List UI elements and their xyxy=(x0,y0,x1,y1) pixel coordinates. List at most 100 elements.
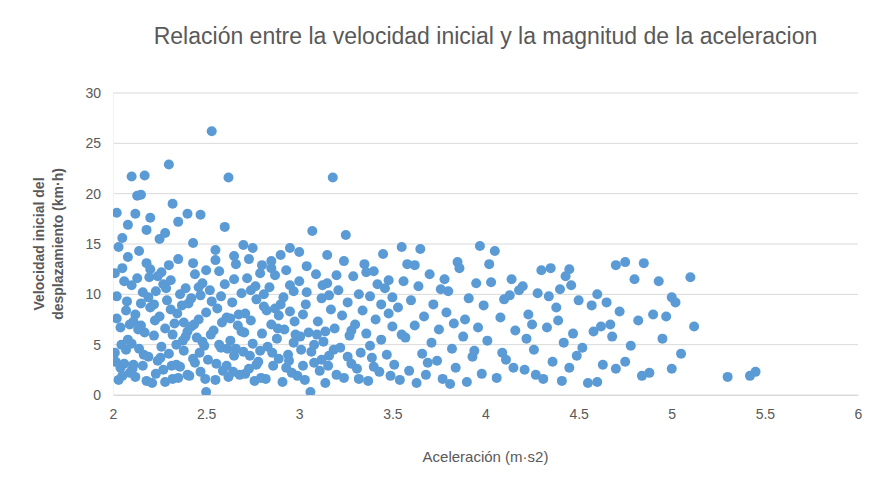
point xyxy=(626,341,636,351)
point xyxy=(125,320,135,330)
point xyxy=(234,309,244,319)
point xyxy=(667,364,677,374)
point xyxy=(113,357,121,367)
tick-label: 10 xyxy=(85,286,101,302)
point xyxy=(302,287,312,297)
point xyxy=(358,305,368,315)
point xyxy=(190,269,200,279)
point xyxy=(220,222,230,232)
point xyxy=(382,350,392,360)
point xyxy=(298,309,308,319)
point xyxy=(376,335,386,345)
point xyxy=(267,348,277,358)
point xyxy=(440,274,450,284)
point xyxy=(197,337,207,347)
point xyxy=(458,332,468,342)
point xyxy=(237,288,247,298)
point xyxy=(395,375,405,385)
point xyxy=(602,297,612,307)
point xyxy=(346,326,356,336)
point xyxy=(259,289,269,299)
point xyxy=(583,378,593,388)
point xyxy=(127,172,137,182)
point xyxy=(273,324,283,334)
tick-label: 20 xyxy=(85,186,101,202)
point xyxy=(155,353,165,363)
point xyxy=(155,234,165,244)
point xyxy=(406,295,416,305)
point xyxy=(354,374,364,384)
points xyxy=(113,126,761,395)
point xyxy=(577,343,587,353)
point xyxy=(607,332,617,342)
point xyxy=(272,334,282,344)
point xyxy=(352,364,362,374)
point xyxy=(313,317,323,327)
axis-line xyxy=(114,395,859,396)
point xyxy=(568,329,578,339)
point xyxy=(113,208,122,218)
point xyxy=(307,226,317,236)
point xyxy=(361,329,371,339)
tick: 2.5 xyxy=(197,395,217,422)
point xyxy=(188,238,198,248)
grid-line xyxy=(113,244,858,245)
tick-label: 25 xyxy=(85,135,101,151)
point xyxy=(361,267,371,277)
point xyxy=(311,269,321,279)
tick-label: 4.5 xyxy=(569,406,589,422)
point xyxy=(168,199,178,209)
tick: 15 xyxy=(85,236,113,252)
point xyxy=(434,325,444,335)
tick-label: 5 xyxy=(668,406,676,422)
point xyxy=(119,276,129,286)
point xyxy=(162,295,172,305)
point xyxy=(195,348,205,358)
grid-line xyxy=(113,143,858,144)
tick: 5.5 xyxy=(756,395,776,422)
tick-label: 6 xyxy=(855,406,863,422)
point xyxy=(477,369,487,379)
tick-label: 2.5 xyxy=(197,406,217,422)
point xyxy=(138,361,148,371)
point xyxy=(451,363,461,373)
x-axis: 22.533.544.555.56 xyxy=(110,395,863,422)
point xyxy=(330,324,340,334)
point xyxy=(114,242,124,252)
point xyxy=(201,265,211,275)
point xyxy=(145,213,155,223)
point xyxy=(210,245,220,255)
point xyxy=(536,265,546,275)
point xyxy=(343,352,353,362)
point xyxy=(290,317,300,327)
point xyxy=(210,255,220,265)
point xyxy=(250,281,260,291)
point xyxy=(561,271,571,281)
point xyxy=(276,250,286,260)
point xyxy=(425,269,435,279)
point xyxy=(117,371,127,381)
point xyxy=(196,210,206,220)
y-axis-title: Velocidad inicial deldesplazamiento (km·… xyxy=(31,168,66,320)
point xyxy=(132,273,142,283)
point xyxy=(217,318,227,328)
point xyxy=(460,315,470,325)
point xyxy=(122,296,132,306)
point xyxy=(544,291,554,301)
point xyxy=(333,285,343,295)
point xyxy=(551,302,561,312)
grid-line xyxy=(113,395,858,396)
point xyxy=(189,320,199,330)
point xyxy=(341,230,351,240)
point xyxy=(173,254,183,264)
point xyxy=(637,371,647,381)
point xyxy=(648,309,658,319)
tick: 10 xyxy=(85,286,113,302)
point xyxy=(508,363,518,373)
tick: 4.5 xyxy=(569,395,589,422)
point xyxy=(211,359,221,369)
point xyxy=(507,274,517,284)
point xyxy=(376,299,386,309)
point xyxy=(447,344,457,354)
point xyxy=(454,263,464,273)
